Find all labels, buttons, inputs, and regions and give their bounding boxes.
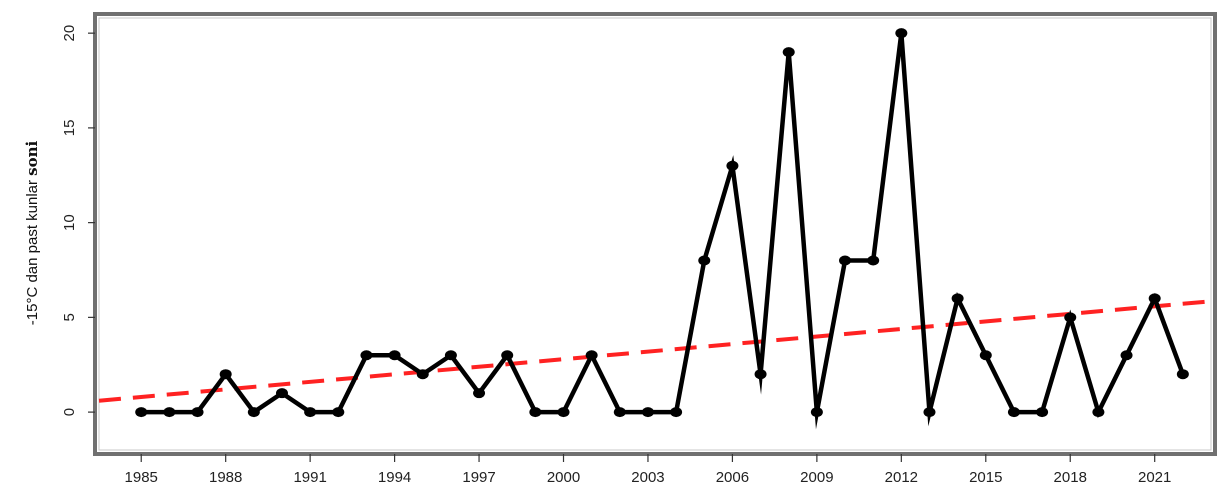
data-point <box>698 255 711 266</box>
data-point <box>641 407 654 418</box>
x-tick-label: 1988 <box>209 469 242 486</box>
data-point <box>473 388 486 399</box>
data-point <box>219 369 232 380</box>
data-point <box>247 407 260 418</box>
x-tick-label: 2015 <box>969 469 1002 486</box>
data-point <box>951 293 964 304</box>
y-tick-label: 20 <box>61 25 78 42</box>
x-tick-label: 1991 <box>293 469 326 486</box>
y-axis: 0 5 10 15 20 <box>61 25 95 416</box>
data-point <box>726 160 739 171</box>
data-point <box>1120 350 1133 361</box>
data-point <box>360 350 373 361</box>
trend-layer <box>98 299 1212 403</box>
data-point <box>332 407 345 418</box>
x-tick-label: 2006 <box>716 469 749 486</box>
data-point <box>1092 407 1105 418</box>
data-point <box>979 350 992 361</box>
y-tick-label: 15 <box>61 120 78 137</box>
data-point <box>1036 407 1049 418</box>
data-point <box>923 407 936 418</box>
x-tick-label: 1997 <box>462 469 495 486</box>
x-axis: 1985 1988 1991 1994 1997 2000 2003 2006 2009 2012… <box>125 454 1171 486</box>
x-tick-label: 2009 <box>800 469 833 486</box>
x-tick-label: 1994 <box>378 469 411 486</box>
data-point <box>501 350 514 361</box>
x-tick-label: 2018 <box>1054 469 1087 486</box>
plot-border-outer <box>93 12 1217 456</box>
data-point <box>444 350 457 361</box>
y-axis-label-suffix: soni <box>23 140 41 175</box>
y-tick-label: 0 <box>61 408 78 416</box>
series-layer <box>135 28 1189 430</box>
x-tick-label: 1985 <box>125 469 158 486</box>
data-point <box>867 255 880 266</box>
y-axis-label: -15°C dan past kunlar soni <box>23 140 41 325</box>
data-point <box>1148 293 1161 304</box>
x-tick-label: 2000 <box>547 469 580 486</box>
data-point <box>557 407 570 418</box>
y-axis-label-prefix: -15°C dan past kunlar <box>24 176 41 325</box>
data-point <box>135 407 148 418</box>
plot-border-inner <box>98 17 1212 451</box>
trend-line <box>98 299 1212 403</box>
data-point <box>529 407 542 418</box>
data-point <box>754 369 767 380</box>
plot-frame <box>93 12 1217 456</box>
data-point <box>585 350 598 361</box>
y-tick-label: 10 <box>61 214 78 231</box>
data-point <box>1176 369 1189 380</box>
data-point <box>895 28 908 39</box>
data-point <box>191 407 204 418</box>
x-tick-label: 2012 <box>885 469 918 486</box>
data-point <box>1007 407 1020 418</box>
data-point <box>613 407 626 418</box>
data-point <box>810 407 823 418</box>
data-point <box>839 255 852 266</box>
data-point <box>275 388 288 399</box>
y-tick-label: 5 <box>61 313 78 321</box>
data-point <box>163 407 176 418</box>
x-tick-label: 2021 <box>1138 469 1171 486</box>
x-tick-label: 2003 <box>631 469 664 486</box>
data-point <box>1064 312 1077 323</box>
y-axis-label-group: -15°C dan past kunlar soni <box>23 140 41 325</box>
data-point <box>388 350 401 361</box>
data-point <box>670 407 683 418</box>
data-point <box>304 407 317 418</box>
data-point <box>782 47 795 58</box>
data-point <box>416 369 429 380</box>
